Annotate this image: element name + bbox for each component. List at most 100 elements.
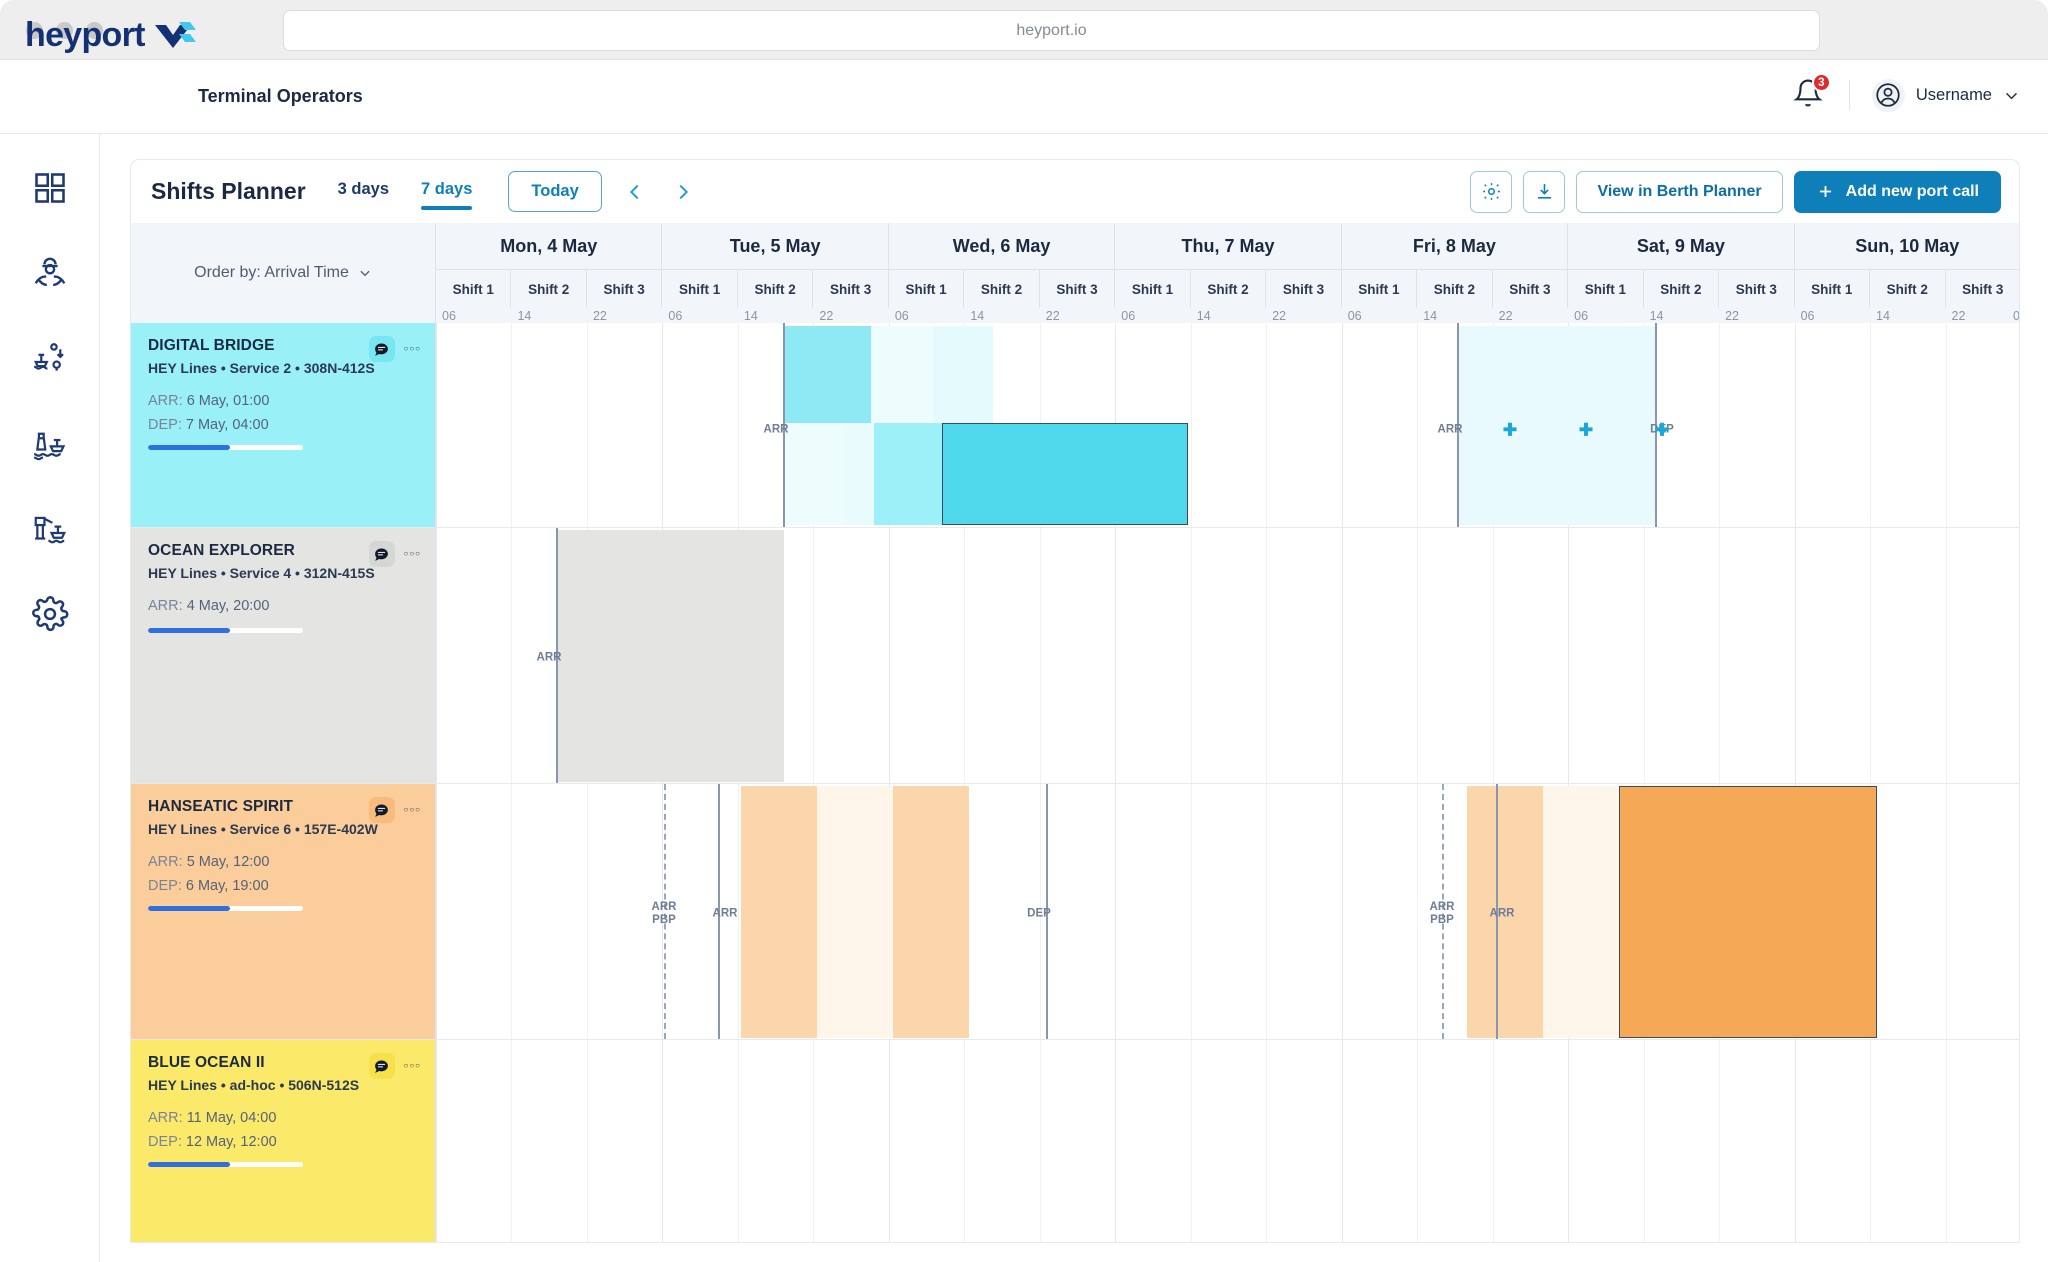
view-in-berth-planner-button[interactable]: View in Berth Planner <box>1576 170 1783 213</box>
shift-allocation-block[interactable] <box>783 326 871 423</box>
planner-rows: DIGITAL BRIDGE HEY Lines • Service 2 • 30… <box>131 323 2019 1242</box>
vessel-card[interactable]: OCEAN EXPLORER HEY Lines • Service 4 • 31… <box>131 528 436 783</box>
shift-header-cell[interactable]: Shift 3 <box>1266 270 1342 308</box>
hour-tick-label: 06 <box>894 309 909 323</box>
vessel-name: BLUE OCEAN II <box>148 1054 265 1071</box>
hour-tick-label: 14 <box>970 309 985 323</box>
timeline-gridline <box>1115 528 1117 783</box>
previous-period-button[interactable] <box>620 177 650 207</box>
shift-allocation-block[interactable] <box>1467 786 1543 1038</box>
shift-allocation-block[interactable] <box>556 530 784 782</box>
shift-header-cell[interactable]: Shift 3 <box>1719 270 1795 308</box>
order-by-dropdown[interactable]: Order by: Arrival Time <box>194 264 372 282</box>
tab-3-days[interactable]: 3 days <box>337 179 390 198</box>
add-shift-plus-icon[interactable]: ✚ <box>1654 420 1670 440</box>
shift-allocation-block[interactable] <box>874 423 942 525</box>
timeline-gridline <box>1492 1040 1494 1242</box>
shift-header-cell[interactable]: Shift 1 <box>1342 270 1418 308</box>
shift-header-cell[interactable]: Shift 2 <box>1191 270 1267 308</box>
sidebar-item-operators[interactable] <box>26 249 74 297</box>
heyport-logo[interactable]: heyport <box>25 16 197 55</box>
today-button[interactable]: Today <box>508 171 602 212</box>
shift-allocation-block[interactable] <box>1543 786 1619 1038</box>
shift-header-cell[interactable]: Shift 2 <box>738 270 814 308</box>
shift-allocation-block[interactable] <box>871 326 933 423</box>
download-button[interactable] <box>1523 170 1566 213</box>
shift-header-cell[interactable]: Shift 3 <box>587 270 663 308</box>
sidebar-item-berth-planner[interactable] <box>26 420 74 468</box>
vessel-timeline-lane[interactable] <box>436 1040 2019 1242</box>
shift-allocation-block[interactable] <box>1457 326 1655 525</box>
vessel-progress-bar <box>148 1162 303 1167</box>
sidebar-item-terminal-operations[interactable] <box>26 505 74 553</box>
maximize-window-dot[interactable] <box>86 22 103 39</box>
chat-button[interactable] <box>368 797 395 823</box>
address-bar[interactable]: heyport.io <box>283 10 1820 51</box>
shift-header-cell[interactable]: Shift 3 <box>1040 270 1116 308</box>
shift-header-cell[interactable]: Shift 1 <box>436 270 512 308</box>
sidebar-item-dashboard[interactable] <box>26 164 74 212</box>
hour-tick-label: 14 <box>1876 309 1890 323</box>
shift-header-cell[interactable]: Shift 2 <box>511 270 587 308</box>
timeline-gridline <box>1719 1040 1721 1242</box>
close-window-dot[interactable] <box>26 22 43 39</box>
shift-header-cell[interactable]: Shift 1 <box>662 270 738 308</box>
shift-allocation-block[interactable] <box>741 786 817 1038</box>
user-menu[interactable]: Username <box>1871 78 2020 112</box>
vessel-card[interactable]: HANSEATIC SPIRIT HEY Lines • Service 6 • … <box>131 784 436 1039</box>
app-header <box>0 60 2048 134</box>
add-new-port-call-button[interactable]: Add new port call <box>1793 170 2001 213</box>
timeline-gridline <box>1190 1040 1192 1242</box>
selected-port-call-block[interactable] <box>942 423 1188 525</box>
shift-header-cell[interactable]: Shift 2 <box>1417 270 1493 308</box>
vessel-timeline-lane[interactable]: ARR ARR DEP ✚ ✚ ✚ <box>436 323 2019 527</box>
vessel-card[interactable]: BLUE OCEAN II HEY Lines • ad-hoc • 506N-5… <box>131 1040 436 1242</box>
shift-header-cell[interactable]: Shift 2 <box>1870 270 1946 308</box>
notifications-button[interactable]: 3 <box>1793 73 1831 112</box>
day-header-cell: Sun, 10 May <box>1794 223 2019 270</box>
vessel-timeline-lane[interactable]: ARR <box>436 528 2019 783</box>
hour-tick-label: 22 <box>1951 309 1966 323</box>
tab-7-days[interactable]: 7 days <box>421 180 473 210</box>
chat-button[interactable] <box>368 336 395 362</box>
selected-port-call-block[interactable] <box>1619 786 1877 1038</box>
shift-header-cell[interactable]: Shift 1 <box>889 270 965 308</box>
shift-allocation-block[interactable] <box>933 326 993 423</box>
shift-header-cell[interactable]: Shift 1 <box>1795 270 1871 308</box>
hour-tick-label: 0 <box>2013 309 2020 323</box>
vessel-more-options-button[interactable]: ○○○ <box>403 1061 421 1070</box>
next-period-button[interactable] <box>668 177 698 207</box>
add-shift-plus-icon[interactable]: ✚ <box>1502 420 1518 440</box>
timeline-gridline <box>737 1040 739 1242</box>
vessel-more-options-button[interactable]: ○○○ <box>403 344 421 353</box>
planner-settings-button[interactable] <box>1470 170 1513 213</box>
shift-header-cell[interactable]: Shift 2 <box>1644 270 1720 308</box>
planner-date-header: Mon, 4 May Shift 1 06 Shift 2 14 Shift 3 22 Tue… <box>436 223 2020 323</box>
add-shift-plus-icon[interactable]: ✚ <box>1578 420 1594 440</box>
chat-button[interactable] <box>368 1053 395 1079</box>
minimize-window-dot[interactable] <box>56 22 73 39</box>
timeline-gridline <box>511 784 513 1039</box>
timeline-gridline <box>1794 323 1796 527</box>
shift-allocation-block[interactable] <box>845 423 874 525</box>
shift-header-cell[interactable]: Shift 1 <box>1568 270 1644 308</box>
vessel-more-options-button[interactable]: ○○○ <box>403 805 421 814</box>
chat-button[interactable] <box>368 541 395 567</box>
shift-header-cell[interactable]: Shift 3 <box>813 270 889 308</box>
timeline-gridline <box>1039 784 1041 1039</box>
shift-header-cell[interactable]: Shift 3 <box>1946 270 2019 308</box>
shift-allocation-block[interactable] <box>817 786 893 1038</box>
vessel-more-options-button[interactable]: ○○○ <box>403 549 421 558</box>
sidebar-item-settings[interactable] <box>26 590 74 638</box>
shift-header-cell[interactable]: Shift 1 <box>1115 270 1191 308</box>
username-label: Username <box>1915 85 1992 104</box>
day-header-cell: Sat, 9 May <box>1568 223 1795 270</box>
shift-header-cell[interactable]: Shift 2 <box>964 270 1040 308</box>
shift-allocation-block[interactable] <box>893 786 969 1038</box>
vessel-card[interactable]: DIGITAL BRIDGE HEY Lines • Service 2 • 30… <box>131 323 436 527</box>
shift-allocation-block[interactable] <box>783 423 845 525</box>
sidebar-item-vessel-tracking[interactable] <box>26 334 74 382</box>
shift-header-cell[interactable]: Shift 3 <box>1493 270 1569 308</box>
vessel-timeline-lane[interactable]: ARR PBP ARR ARR PBP ARR DEP <box>436 784 2019 1039</box>
timeline-gridline <box>436 323 437 527</box>
